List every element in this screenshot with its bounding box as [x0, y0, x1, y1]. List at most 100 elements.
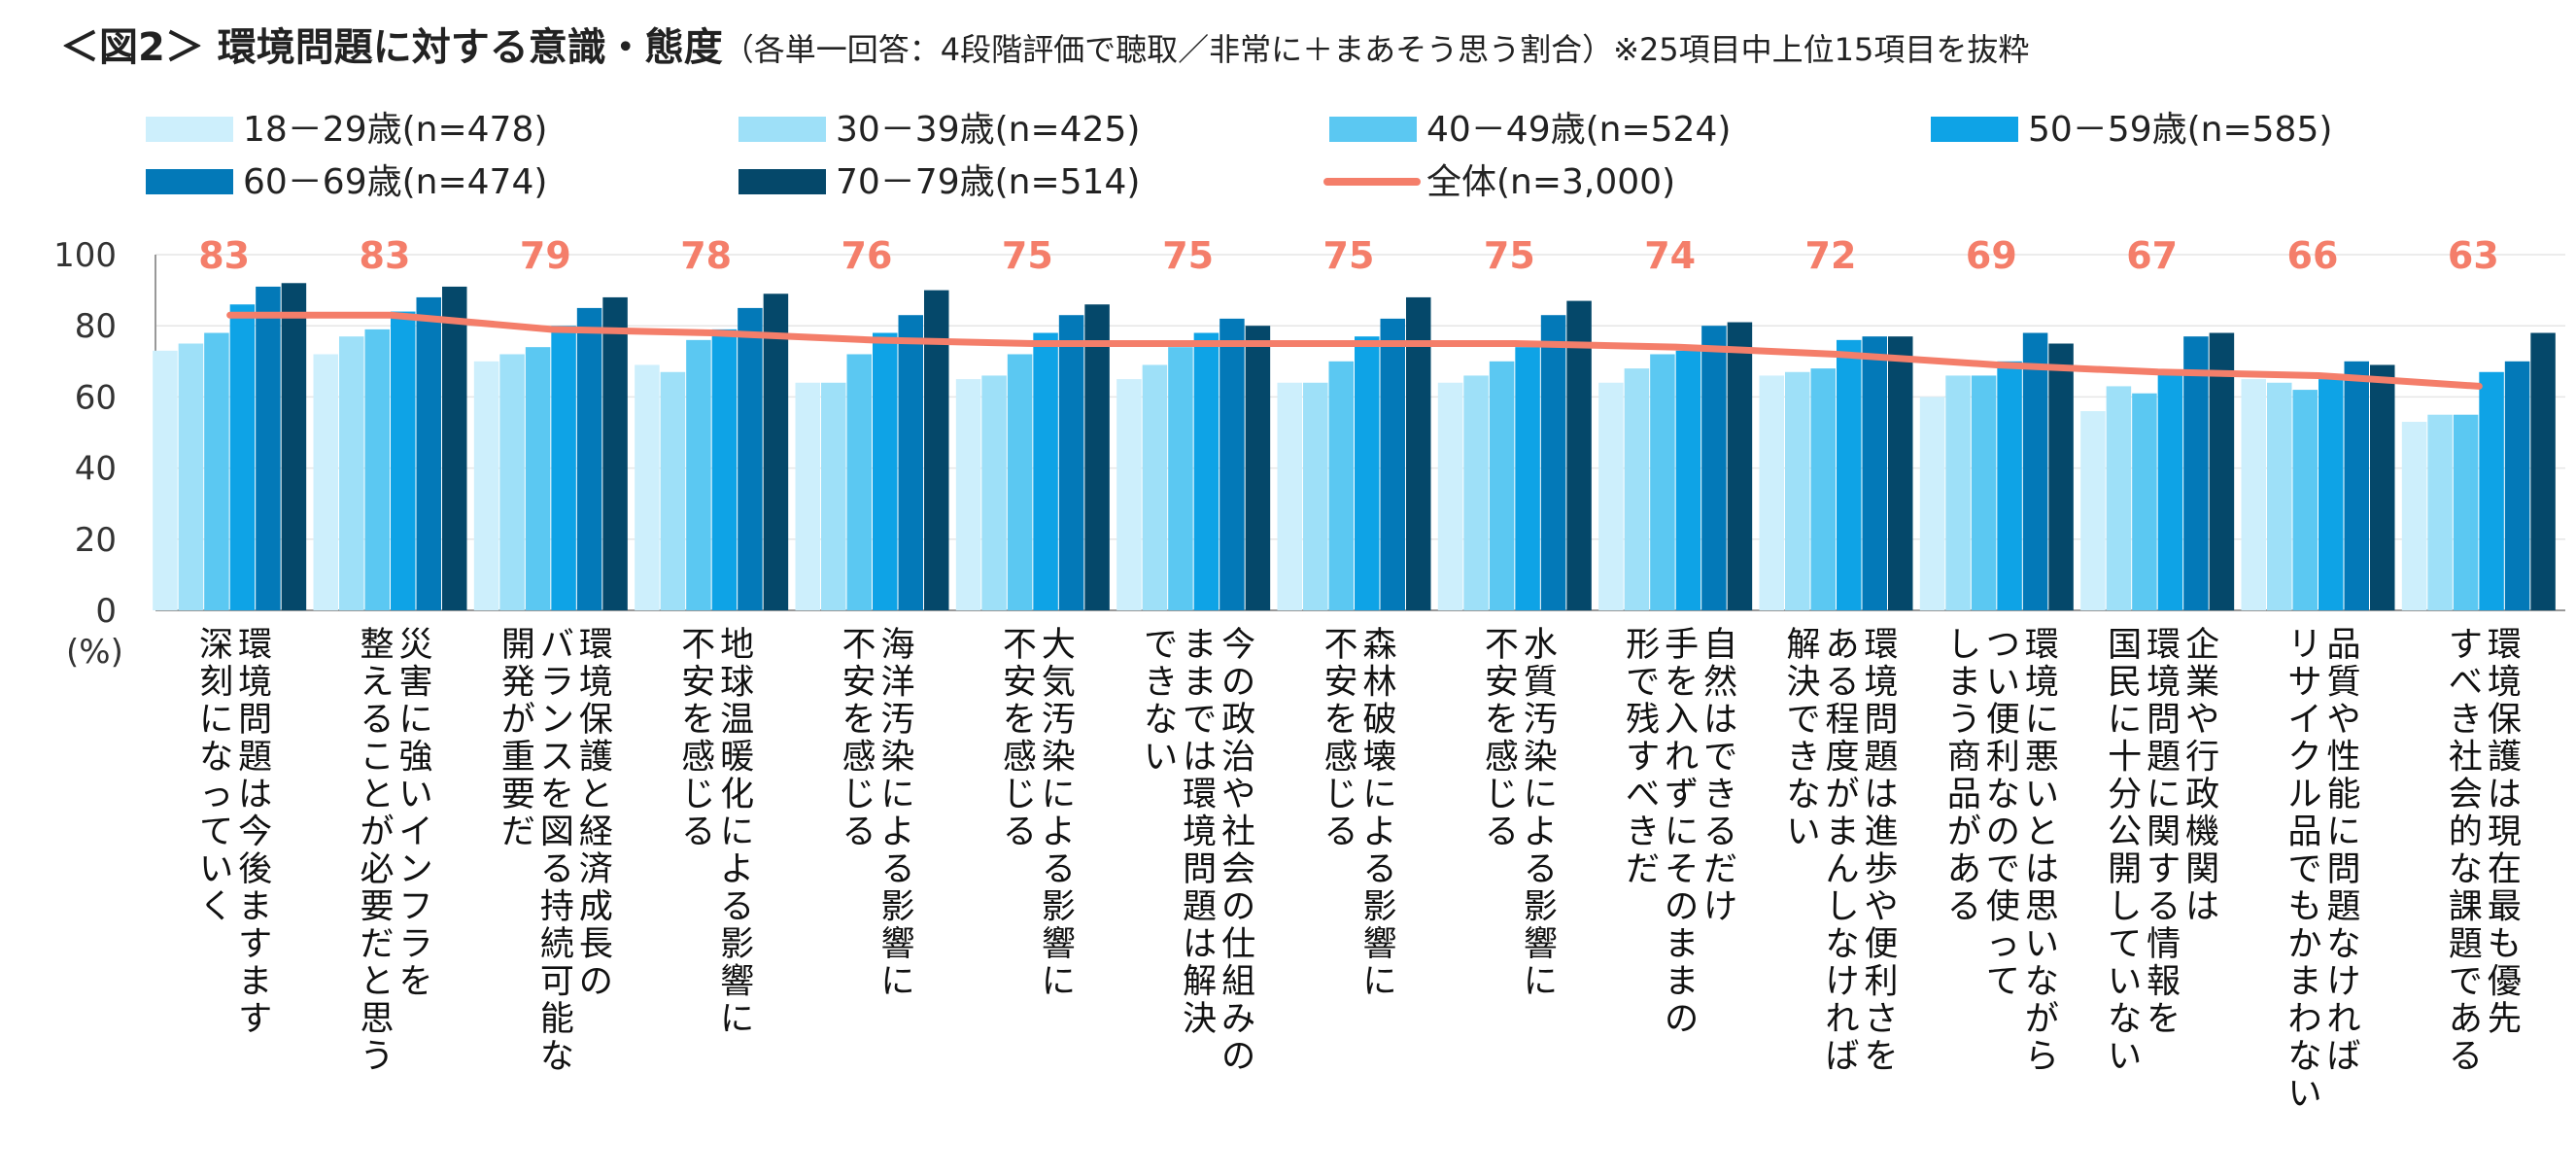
legend-label: 30－39歳(n=425): [836, 110, 1140, 150]
x-category-line: リサイクル品でもかまわない: [2287, 626, 2321, 1114]
bar: [1624, 368, 1650, 610]
bar: [2401, 422, 2427, 610]
x-category-line: できない: [1144, 626, 1178, 778]
x-category-line: 整えることが必要だと思う: [360, 626, 394, 1077]
bar: [525, 347, 551, 610]
chart-title: ＜図2＞ 環境問題に対する意識・態度（各単一回答：4段階評価で聴取／非常に＋まあ…: [60, 16, 2029, 72]
y-axis: 0 20 40 60 80 100: [53, 236, 156, 631]
bar: [1489, 361, 1515, 610]
x-category-line: つい便利なので使って: [1986, 626, 2020, 1002]
bar: [763, 294, 789, 610]
bar: [1675, 350, 1701, 610]
total-data-label: 75: [1162, 234, 1214, 277]
bar: [1515, 347, 1540, 610]
legend-swatch: [1931, 117, 2018, 142]
bar: [1650, 354, 1675, 610]
bar: [660, 371, 686, 610]
y-tick-label: 40: [75, 450, 117, 489]
bar: [1598, 382, 1624, 610]
bar: [204, 332, 229, 610]
bar: [846, 354, 872, 610]
bar: [576, 307, 602, 610]
bar: [442, 286, 467, 610]
x-category-line: 災害に強いインフラを: [398, 626, 432, 1002]
bar: [711, 329, 738, 610]
x-category-line: 国民に十分公開していない: [2108, 626, 2142, 1077]
bar: [416, 296, 441, 610]
bar: [1084, 304, 1110, 610]
total-data-label: 63: [2448, 234, 2499, 277]
bar: [1971, 375, 1997, 610]
legend-item: 全体(n=3,000): [1323, 162, 1675, 202]
chart-title-sub: （各単一回答：4段階評価で聴取／非常に＋まあそう思う割合）※25項目中上位15項…: [722, 31, 2030, 68]
bar: [364, 329, 390, 610]
bar: [178, 343, 204, 610]
bar: [1277, 382, 1302, 610]
bar: [551, 326, 576, 610]
bar: [1303, 382, 1328, 610]
bar: [2427, 414, 2453, 610]
x-category-line: 環境問題は進歩や便利さを: [1864, 626, 1898, 1077]
legend-swatch: [738, 169, 826, 194]
bar: [898, 315, 923, 610]
bar: [2370, 364, 2395, 610]
x-category-line: 品質や性能に問題なければ: [2326, 626, 2360, 1077]
total-line-path: [226, 311, 2483, 390]
bar: [391, 311, 416, 610]
x-category-line: 大気汚染による影響に: [1042, 626, 1076, 1002]
legend-item: 30－39歳(n=425): [738, 110, 1140, 150]
x-category-line: 不安を感じる: [1485, 626, 1519, 852]
legend-label: 全体(n=3,000): [1426, 162, 1675, 202]
bar: [1759, 375, 1784, 610]
x-category-line: 手を入れずにそのままの: [1665, 626, 1699, 1039]
bar: [1007, 354, 1033, 610]
bar: [1540, 315, 1566, 610]
bar: [2292, 390, 2318, 610]
total-data-label: 83: [360, 234, 411, 277]
x-category-line: 環境保護と経済成長の: [579, 626, 613, 1002]
y-tick-label: 60: [75, 378, 117, 417]
bar: [1380, 318, 1405, 610]
bar: [2022, 332, 2048, 610]
bar: [2209, 332, 2235, 610]
x-category-line: 環境問題に関する情報を: [2147, 626, 2181, 1039]
bar: [153, 350, 178, 610]
bar: [2504, 361, 2530, 610]
bar: [1437, 382, 1463, 610]
bar: [1701, 326, 1727, 610]
x-category-line: 森林破壊による影響に: [1362, 626, 1396, 1002]
bar: [1785, 371, 1810, 610]
bar: [738, 307, 763, 610]
bar: [2080, 411, 2106, 610]
total-data-label: 67: [2126, 234, 2178, 277]
x-category-line: 不安を感じる: [841, 626, 876, 852]
legend-swatch: [146, 117, 233, 142]
legend: 18－29歳(n=478) 30－39歳(n=425) 40－49歳(n=524) 5…: [146, 110, 2332, 202]
total-line: [226, 311, 2483, 390]
x-category-line: 海洋汚染による影響に: [880, 626, 914, 1002]
bar: [795, 382, 820, 610]
bar: [1355, 336, 1380, 610]
total-data-label: 72: [1805, 234, 1857, 277]
legend-label: 60－69歳(n=474): [243, 162, 547, 202]
chart-title-main: ＜図2＞ 環境問題に対する意識・態度: [60, 25, 723, 70]
bar: [635, 364, 660, 610]
total-data-label: 75: [1484, 234, 1535, 277]
bar: [2048, 343, 2074, 610]
bar: [1406, 296, 1431, 610]
bar: [1219, 318, 1245, 610]
bar: [1168, 347, 1193, 610]
bar: [499, 354, 525, 610]
legend-item: 40－49歳(n=524): [1329, 110, 1731, 150]
legend-item: 18－29歳(n=478): [146, 110, 547, 150]
x-category-line: 環境に悪いとは思いながら: [2025, 626, 2059, 1077]
bar: [2241, 379, 2266, 610]
bar: [873, 332, 898, 610]
bar: [2479, 371, 2504, 610]
